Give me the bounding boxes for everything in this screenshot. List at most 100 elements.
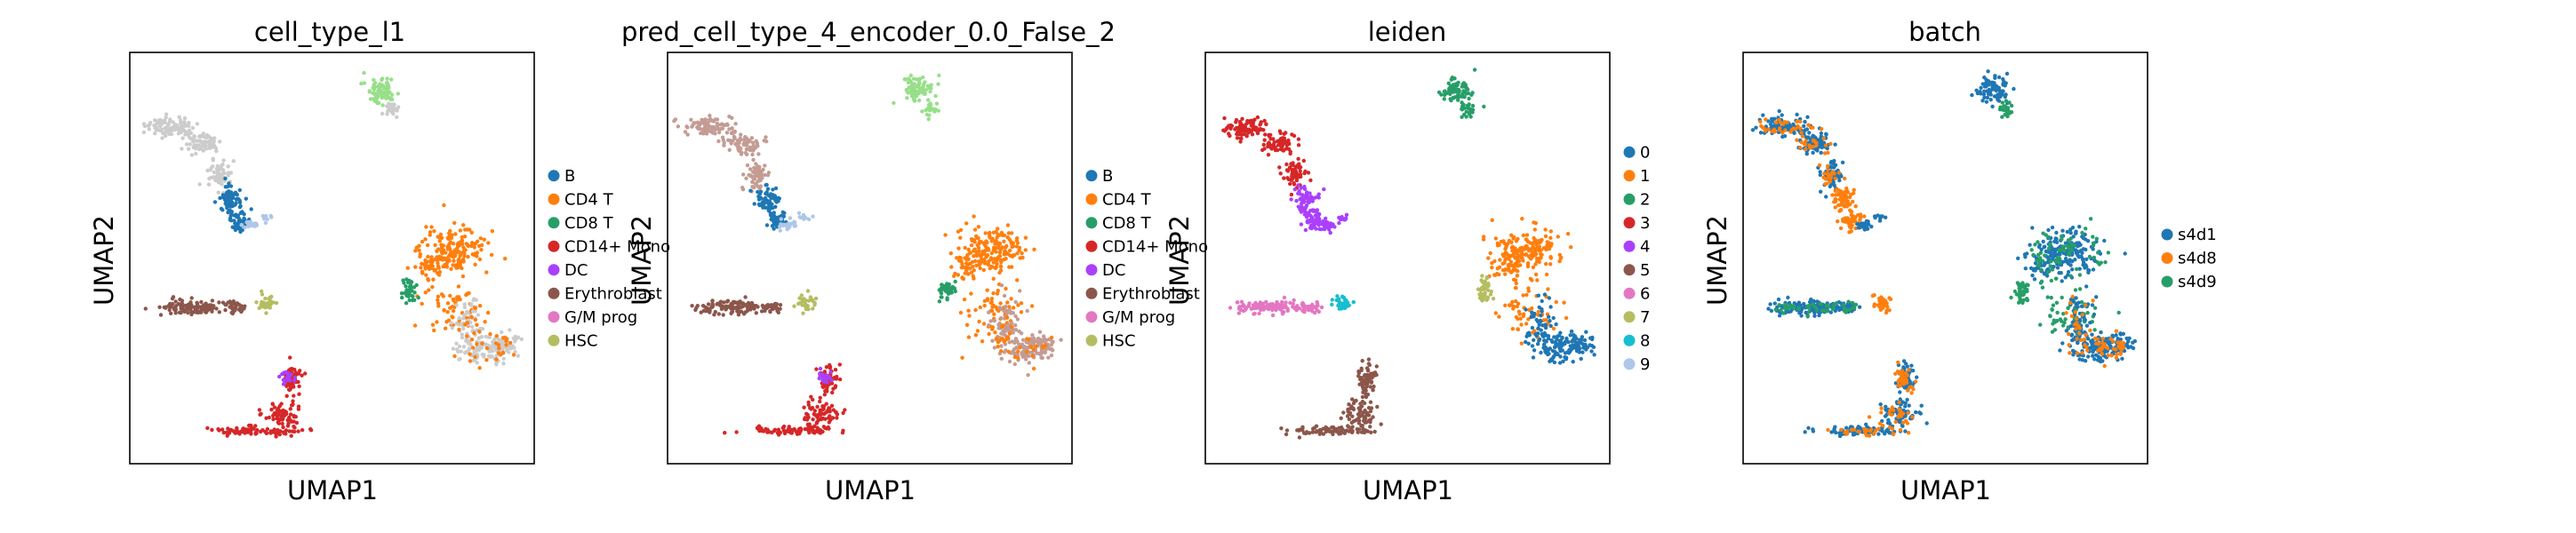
scatter-point <box>168 117 172 122</box>
scatter-point <box>182 115 188 121</box>
scatter-point <box>452 259 456 263</box>
scatter-point <box>828 370 833 375</box>
scatter-point <box>1565 232 1571 236</box>
scatter-point <box>964 261 969 266</box>
scatter-point <box>811 306 815 311</box>
scatter-point <box>425 243 430 248</box>
scatter-point <box>1341 410 1346 415</box>
axes-frame <box>129 52 535 465</box>
scatter-point <box>433 267 437 272</box>
scatter-point <box>1007 248 1012 253</box>
scatter-point <box>1235 131 1239 137</box>
scatter-point <box>807 422 812 426</box>
scatter-point <box>1004 304 1008 309</box>
scatter-point <box>163 125 167 131</box>
scatter-point <box>438 257 443 261</box>
scatter-point <box>416 295 420 300</box>
scatter-point <box>1992 94 1997 99</box>
scatter-point <box>270 402 276 407</box>
scatter-point <box>413 249 418 253</box>
scatter-point <box>516 354 520 358</box>
scatter-point <box>384 96 388 100</box>
scatter-point <box>1589 337 1595 342</box>
scatter-point <box>977 319 981 324</box>
scatter-point <box>1548 229 1554 234</box>
scatter-point <box>1824 131 1828 136</box>
scatter-point <box>372 77 376 83</box>
scatter-point <box>287 378 292 383</box>
scatter-point <box>1040 355 1045 361</box>
scatter-point <box>1993 87 1997 91</box>
scatter-point <box>1519 322 1524 327</box>
scatter-point <box>1517 312 1523 316</box>
scatter-point <box>441 248 446 252</box>
x-axis-label: UMAP1 <box>825 475 916 505</box>
scatter-point <box>238 203 243 209</box>
scatter-point <box>469 230 474 235</box>
scatter-point <box>1379 422 1383 426</box>
scatter-point <box>501 362 506 366</box>
scatter-point <box>432 229 436 234</box>
scatter-point <box>824 426 829 431</box>
scatter-point <box>1540 309 1544 314</box>
scatter-point <box>998 315 1004 321</box>
scatter-point <box>1464 115 1468 119</box>
scatter-point <box>1548 305 1553 309</box>
scatter-point <box>437 239 442 243</box>
scatter-point <box>1493 236 1499 241</box>
scatter-point <box>232 219 236 223</box>
scatter-point <box>997 241 1003 246</box>
scatter-point <box>207 143 212 148</box>
scatter-point <box>1368 425 1372 429</box>
scatter-point <box>1322 187 1326 192</box>
scatter-point <box>730 309 735 314</box>
scatter-point <box>378 89 382 93</box>
scatter-point <box>1279 426 1284 431</box>
scatter-point <box>446 236 451 242</box>
scatter-point <box>1983 81 1988 85</box>
scatter-point <box>490 229 495 234</box>
scatter-point <box>1503 258 1508 262</box>
scatter-point <box>962 297 967 302</box>
panel-title: leiden <box>1368 17 1447 47</box>
scatter-point <box>1287 165 1292 170</box>
scatter-point <box>1571 345 1576 349</box>
scatter-point <box>750 185 755 189</box>
scatter-point <box>1013 299 1018 305</box>
scatter-point <box>1002 258 1006 262</box>
scatter-point <box>164 112 169 116</box>
scatter-point <box>1276 303 1280 308</box>
scatter-point <box>1277 139 1282 145</box>
scatter-point <box>1239 299 1244 304</box>
scatter-point <box>1982 76 1987 80</box>
scatter-point <box>974 234 979 239</box>
scatter-point <box>1558 330 1563 335</box>
scatter-point <box>988 319 993 323</box>
scatter-point <box>779 217 783 221</box>
scatter-point <box>1261 307 1266 312</box>
scatter-point <box>443 326 448 330</box>
scatter-point <box>1353 399 1357 403</box>
scatter-point <box>1531 250 1535 255</box>
scatter-point <box>964 221 969 226</box>
scatter-point <box>220 300 226 305</box>
legend-marker <box>548 193 560 205</box>
scatter-point <box>167 307 172 313</box>
scatter-point <box>194 151 198 156</box>
scatter-point <box>1007 359 1012 364</box>
scatter-point <box>916 84 921 90</box>
scatter-point <box>812 429 818 434</box>
scatter-point <box>911 76 916 81</box>
scatter-point <box>966 257 971 261</box>
scatter-point <box>491 342 495 347</box>
scatter-point <box>1539 328 1543 332</box>
scatter-point <box>1768 122 1773 127</box>
scatter-point <box>1559 340 1564 346</box>
scatter-point <box>239 223 244 227</box>
scatter-point <box>1291 301 1296 306</box>
scatter-point <box>187 121 191 125</box>
scatter-point <box>1572 334 1578 338</box>
scatter-point <box>722 143 726 147</box>
scatter-point <box>199 133 204 139</box>
scatter-point <box>943 233 948 237</box>
